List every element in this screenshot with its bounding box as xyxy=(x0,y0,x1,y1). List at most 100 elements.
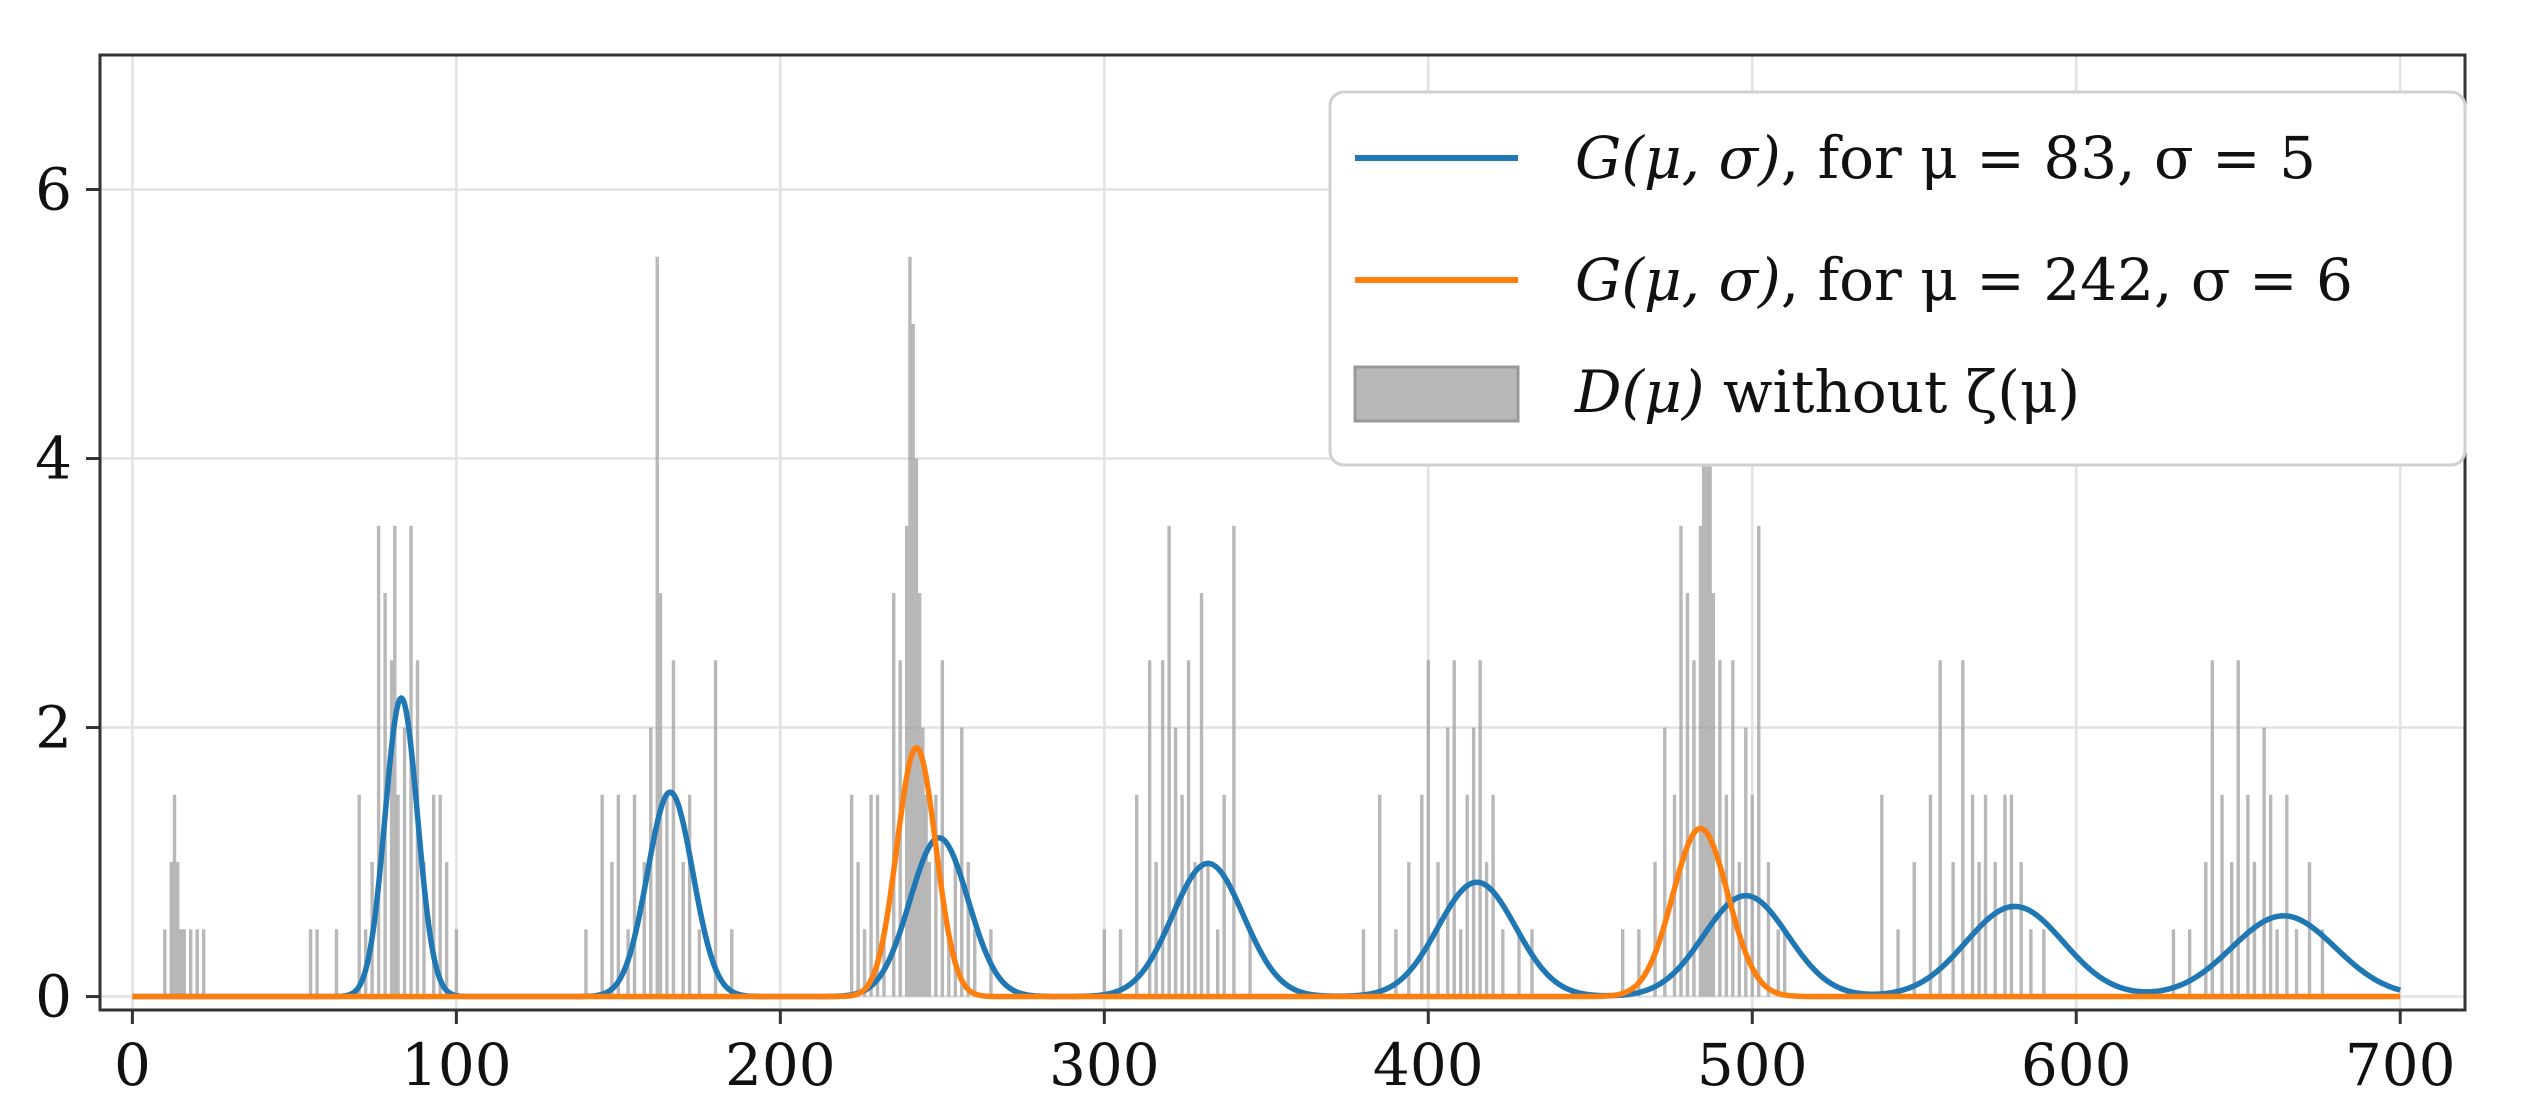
histogram-bar xyxy=(917,593,922,997)
histogram-bar xyxy=(1698,525,1703,997)
histogram-bar xyxy=(1501,929,1505,997)
y-tick-label: 2 xyxy=(35,694,72,762)
histogram-bar xyxy=(681,862,685,997)
histogram-bar xyxy=(1420,794,1424,997)
legend-box xyxy=(1328,90,2467,467)
legend-entry-orange: G(μ, σ), for μ = 242, σ = 6 xyxy=(1575,246,2353,314)
histogram-bar xyxy=(2029,929,2033,997)
histogram-bar xyxy=(1186,660,1191,997)
histogram-bar xyxy=(1173,727,1178,997)
histogram-bar xyxy=(1679,525,1683,997)
histogram-bar xyxy=(1452,660,1456,997)
histogram-bar xyxy=(927,862,932,997)
legend-entry-blue: G(μ, σ), for μ = 83, σ = 5 xyxy=(1575,124,2316,192)
histogram-bar xyxy=(869,794,873,997)
histogram-bar xyxy=(1718,660,1722,997)
histogram-bar xyxy=(2019,862,2023,997)
histogram-bar xyxy=(2307,862,2312,997)
histogram-bar xyxy=(713,660,718,997)
histogram-bar xyxy=(1465,794,1469,997)
histogram-bar xyxy=(904,525,909,997)
histogram-bar xyxy=(2262,727,2266,997)
legend-entry-gray: D(μ) without ζ(μ) xyxy=(1574,358,2080,426)
histogram-bar xyxy=(179,929,183,997)
histogram-bar xyxy=(2320,929,2325,997)
histogram-bar xyxy=(1912,862,1916,997)
histogram-bar xyxy=(2204,862,2208,997)
histogram-bar xyxy=(934,794,938,997)
histogram-bar xyxy=(1701,391,1706,997)
histogram-bar xyxy=(1216,929,1220,997)
histogram-bar xyxy=(1361,929,1366,997)
x-tick-label: 100 xyxy=(401,1031,512,1099)
histogram-bar xyxy=(1530,929,1534,997)
histogram-bar xyxy=(189,929,193,997)
histogram-bar xyxy=(940,660,945,997)
x-tick-label: 600 xyxy=(2021,1031,2132,1099)
histogram-bar xyxy=(1222,794,1226,997)
histogram-bar xyxy=(665,794,669,997)
histogram-bar xyxy=(1458,929,1463,997)
histogram-bar xyxy=(1896,929,1900,997)
series-lines xyxy=(131,695,2402,1000)
histogram-bar xyxy=(892,593,896,997)
histogram-bar xyxy=(1426,660,1430,997)
histogram-bar xyxy=(2171,929,2176,997)
histogram-bar xyxy=(642,862,646,997)
x-tick-label: 700 xyxy=(2345,1031,2456,1099)
histogram-bar xyxy=(1471,727,1476,997)
histogram-bar xyxy=(1951,862,1955,997)
histogram-bar xyxy=(1961,660,1965,997)
histogram-bar xyxy=(2042,929,2046,997)
histogram-bar xyxy=(1637,929,1641,997)
histogram-bar xyxy=(908,256,912,997)
histogram-bar xyxy=(730,929,734,997)
histogram-bar xyxy=(172,794,177,997)
histogram-bar xyxy=(389,660,394,997)
histogram-bar xyxy=(1880,794,1884,997)
histogram-bar xyxy=(431,794,436,997)
histogram-bar xyxy=(924,794,928,997)
histogram-bar xyxy=(1766,862,1771,997)
histogram-bar xyxy=(454,929,459,997)
histogram-bar xyxy=(947,929,951,997)
histogram-bar xyxy=(1685,593,1690,997)
histogram-bar xyxy=(163,929,167,997)
histogram-bar xyxy=(176,862,180,997)
histogram-bar xyxy=(882,929,886,997)
histogram-bar xyxy=(960,727,964,997)
histogram-bar xyxy=(610,862,614,997)
histogram-bar xyxy=(2246,794,2250,997)
legend: G(μ, σ), for μ = 83, σ = 5 G(μ, σ), for … xyxy=(1328,90,2467,467)
series-line-orange xyxy=(131,744,2402,1000)
histogram-bar xyxy=(2294,929,2299,997)
histogram-bar xyxy=(2230,862,2234,997)
histogram-bar xyxy=(1705,324,1709,997)
histogram-bar xyxy=(1938,660,1942,997)
histogram-bar xyxy=(875,794,880,997)
histogram-bar xyxy=(1160,660,1165,997)
histogram-bar xyxy=(849,794,854,997)
histogram-bar xyxy=(655,256,659,997)
x-tick-label: 400 xyxy=(1373,1031,1484,1099)
histogram-bar xyxy=(1193,862,1197,997)
histogram-bar xyxy=(2187,929,2192,997)
histogram-bar xyxy=(2285,794,2289,997)
histogram-bar xyxy=(1708,458,1712,997)
x-tick-label: 0 xyxy=(114,1031,151,1099)
histogram-bar xyxy=(1199,593,1204,997)
histogram-bar xyxy=(914,458,919,997)
histogram-bar xyxy=(953,862,957,997)
histogram-bar xyxy=(1776,929,1780,997)
histogram-bar xyxy=(632,794,637,997)
histogram-bar xyxy=(2275,929,2279,997)
histogram-bar xyxy=(1394,929,1398,997)
histogram-bar xyxy=(1484,862,1489,997)
histogram-bar xyxy=(1478,660,1482,997)
histogram-bar xyxy=(1407,862,1411,997)
histogram-bar xyxy=(856,862,860,997)
x-tick-label: 300 xyxy=(1049,1031,1160,1099)
histogram-bar xyxy=(616,794,621,997)
histogram-bar xyxy=(2210,660,2215,997)
